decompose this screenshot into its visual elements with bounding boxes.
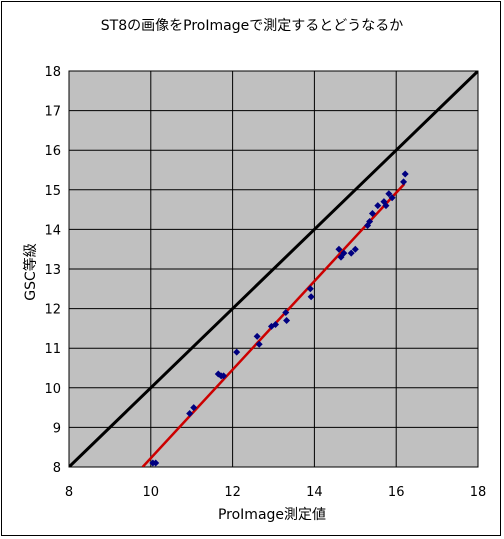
data-point: [366, 217, 374, 225]
data-point: [152, 459, 160, 467]
data-point: [374, 202, 382, 210]
data-point: [401, 170, 409, 178]
data-point: [255, 340, 263, 348]
x-tick-label: 8: [65, 485, 73, 500]
y-tick-label: 12: [44, 303, 61, 318]
y-tick-label: 15: [44, 184, 61, 199]
data-point: [307, 293, 315, 301]
y-tick-label: 11: [44, 342, 61, 357]
data-point: [253, 332, 261, 340]
y-tick-label: 14: [44, 223, 61, 238]
chart-title: ST8の画像をProImageで測定するとどうなるか: [100, 18, 404, 34]
y-tick-label: 18: [44, 65, 61, 80]
y-tick-label: 9: [53, 421, 61, 436]
data-point: [385, 190, 393, 198]
reference-line: [69, 71, 478, 467]
data-point: [388, 194, 396, 202]
data-point: [283, 316, 291, 324]
y-tick-label: 17: [44, 105, 61, 120]
data-point: [282, 309, 290, 317]
y-tick-label: 16: [44, 144, 61, 159]
data-point: [190, 404, 198, 412]
data-point: [186, 410, 194, 418]
y-tick-label: 8: [53, 461, 61, 476]
x-tick-label: 12: [224, 485, 241, 500]
data-point: [272, 320, 280, 328]
data-point: [335, 245, 343, 253]
x-tick-label: 18: [470, 485, 487, 500]
data-point: [368, 210, 376, 218]
data-point: [306, 285, 314, 293]
y-tick-label: 13: [44, 263, 61, 278]
data-point: [400, 178, 408, 186]
data-point: [220, 372, 228, 380]
data-point: [340, 249, 348, 257]
x-tick-label: 10: [143, 485, 160, 500]
data-point: [351, 245, 359, 253]
x-tick-label: 16: [388, 485, 405, 500]
y-tick-label: 10: [44, 382, 61, 397]
data-point: [233, 348, 241, 356]
x-tick-label: 14: [306, 485, 323, 500]
data-point: [382, 202, 390, 210]
x-axis-label: ProImage測定値: [217, 507, 327, 523]
data-point: [347, 249, 355, 257]
